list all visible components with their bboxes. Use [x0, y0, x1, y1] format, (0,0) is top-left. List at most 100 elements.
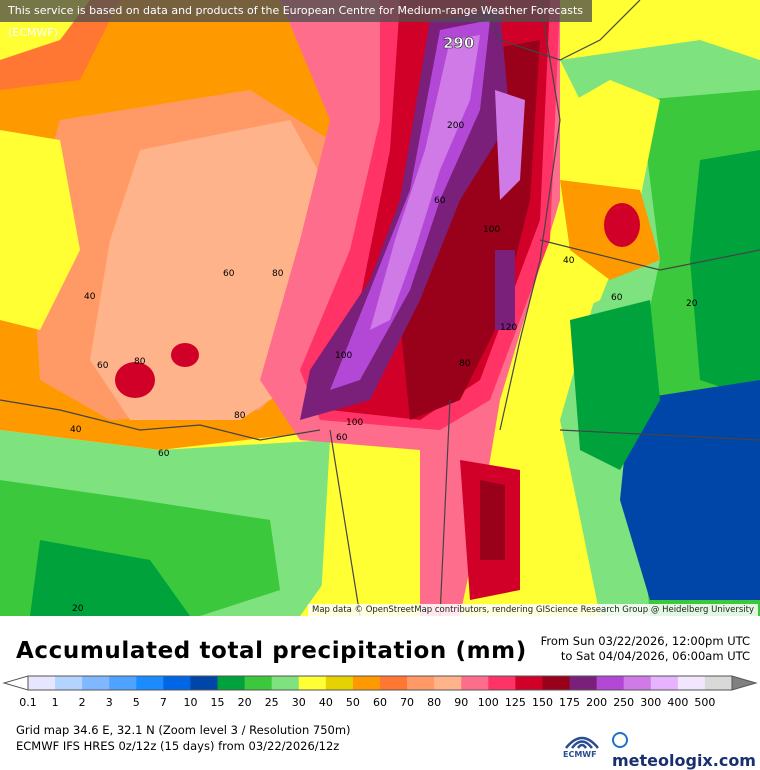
legend-swatch: [190, 676, 219, 690]
contour-label: 40: [563, 256, 575, 266]
legend-tick-label: 1: [52, 696, 59, 709]
legend-tick-label: 10: [183, 696, 197, 709]
legend-tick-label: 500: [694, 696, 715, 709]
legend-tick-label: 60: [373, 696, 387, 709]
grid-info: Grid map 34.6 E, 32.1 N (Zoom level 3 / …: [16, 723, 351, 737]
contour-label: 20: [686, 299, 698, 309]
legend-tick-label: 125: [505, 696, 526, 709]
legend-tick-label: 3: [106, 696, 113, 709]
map-max-label: 290: [443, 34, 474, 52]
legend-swatch: [136, 676, 164, 690]
legend-tick-label: 40: [319, 696, 333, 709]
legend-swatch: [515, 676, 543, 690]
legend-panel: Accumulated total precipitation (mm) Fro…: [0, 616, 760, 770]
legend-swatch: [434, 676, 462, 690]
legend-swatch: [82, 676, 110, 690]
legend-tick-label: 5: [133, 696, 140, 709]
legend-swatch: [244, 676, 273, 690]
ecmwf-logo-text: ECMWF: [563, 750, 597, 759]
legend-tick-label: 250: [613, 696, 634, 709]
field-purple-strip: [495, 250, 515, 330]
legend-tick-label: 400: [667, 696, 688, 709]
field-deepgreen-east: [690, 150, 760, 400]
border-line-west: [439, 399, 451, 616]
map-canvas: 290 200 100 100 40 60 60 80 40 80 60 80 …: [0, 0, 760, 616]
meteologix-logo-icon: [612, 732, 628, 748]
border-line-north: [479, 0, 641, 61]
legend-swatch: [28, 676, 56, 690]
legend-arrow-left: [2, 675, 29, 691]
legend-tick-label: 175: [559, 696, 580, 709]
legend-tick-label: 300: [640, 696, 661, 709]
legend-tick-label: 70: [400, 696, 414, 709]
field-green-deep-sw: [30, 540, 190, 616]
precipitation-map[interactable]: 290 200 100 100 40 60 60 80 40 80 60 80 …: [0, 0, 760, 616]
contour-label: 80: [134, 357, 146, 367]
legend-tick-label: 100: [478, 696, 499, 709]
legend-swatch: [704, 676, 733, 690]
legend-swatch: [569, 676, 598, 690]
legend-swatch: [461, 676, 489, 690]
contour-label: 60: [336, 433, 348, 443]
legend-swatch: [163, 676, 191, 690]
map-attribution: Map data © OpenStreetMap contributors, r…: [308, 604, 758, 616]
contour-label: 60: [434, 196, 446, 206]
meteologix-brand[interactable]: meteologix.com: [612, 732, 760, 770]
contour-label: 200: [447, 121, 464, 131]
legend-tick-label: 30: [292, 696, 306, 709]
legend-swatch: [298, 676, 327, 690]
field-yellow-south: [320, 440, 430, 616]
legend-tick-label: 2: [79, 696, 86, 709]
legend-swatch: [650, 676, 679, 690]
color-legend: 0.1 1 2 3 5 7 10 15 20 25 30 40 50 60 70 80 90 100 125 150 1…: [0, 671, 760, 711]
meteologix-brand-text: meteologix.com: [612, 751, 756, 770]
field-red-west-spot-2: [171, 343, 199, 367]
contour-label: 60: [97, 361, 109, 371]
legend-tick-label: 20: [238, 696, 252, 709]
period-to: to Sat 04/04/2026, 06:00am UTC: [560, 649, 750, 663]
legend-tick-label: 80: [427, 696, 441, 709]
legend-swatch: [109, 676, 137, 690]
contour-label: 80: [234, 411, 246, 421]
legend-tick-label: 90: [454, 696, 468, 709]
field-lilac-north: [495, 90, 525, 200]
legend-tick-label: 200: [586, 696, 607, 709]
contour-label: 100: [346, 418, 363, 428]
contour-label: 40: [84, 292, 96, 302]
contour-label: 60: [158, 449, 170, 459]
field-red-east-spot: [604, 203, 640, 247]
field-maroon-south: [480, 480, 505, 560]
ecmwf-logo-icon: [565, 736, 599, 749]
legend-swatch: [271, 676, 300, 690]
field-lilac-core: [370, 35, 480, 330]
legend-swatch: [380, 676, 408, 690]
border-line-east: [499, 0, 561, 431]
legend-tick-label: 50: [346, 696, 360, 709]
legend-swatch: [542, 676, 571, 690]
border-line-southeast: [559, 429, 760, 441]
field-yellow-west: [0, 130, 80, 330]
legend-swatch: [407, 676, 435, 690]
model-run-info: ECMWF IFS HRES 0z/12z (15 days) from 03/…: [16, 739, 340, 753]
legend-scale: 0.1 1 2 3 5 7 10 15 20 25 30 40 50 60 70 80 90 100 125 150 1…: [2, 675, 758, 709]
coastline: [0, 399, 321, 441]
legend-tick-label: 150: [532, 696, 553, 709]
contour-label: 80: [272, 269, 284, 279]
contour-label: 60: [223, 269, 235, 279]
period-from: From Sun 03/22/2026, 12:00pm UTC: [540, 634, 750, 648]
contour-label: 40: [70, 425, 82, 435]
contour-label: 120: [500, 323, 517, 333]
legend-swatch: [677, 676, 706, 690]
contour-label: 80: [459, 359, 471, 369]
legend-swatch: [55, 676, 83, 690]
chart-title: Accumulated total precipitation (mm): [16, 638, 527, 664]
contour-label: 20: [72, 604, 84, 614]
border-line-sinai: [329, 429, 361, 616]
contour-label: 100: [335, 351, 352, 361]
legend-swatch: [596, 676, 625, 690]
forecast-period: From Sun 03/22/2026, 12:00pm UTC to Sat …: [541, 634, 750, 664]
ecmwf-banner: This service is based on data and produc…: [0, 0, 592, 39]
legend-tick-label: 0.1: [19, 696, 37, 709]
legend-swatch: [623, 676, 652, 690]
legend-swatch: [217, 676, 246, 690]
